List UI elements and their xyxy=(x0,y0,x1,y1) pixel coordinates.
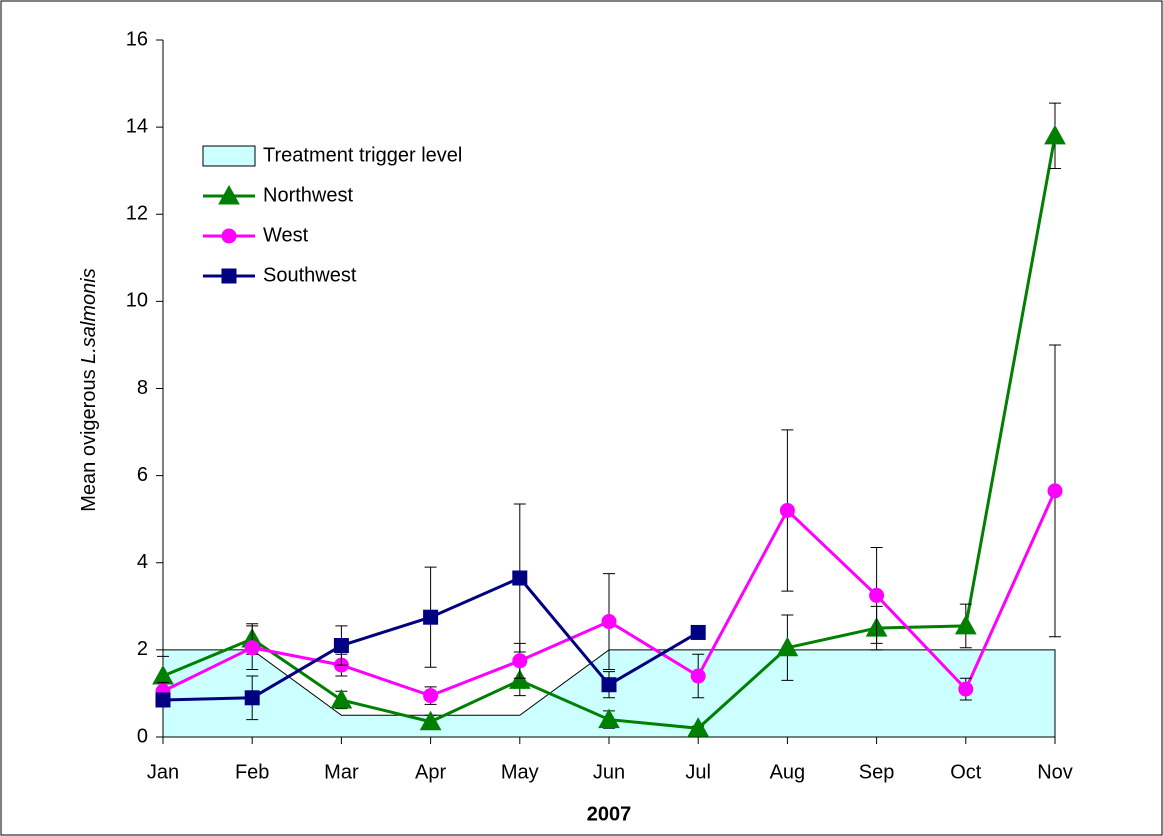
y-tick-label: 16 xyxy=(126,28,148,50)
data-point xyxy=(869,587,885,603)
x-axis-label: 2007 xyxy=(587,803,632,825)
data-point xyxy=(512,653,528,669)
y-tick-label: 6 xyxy=(137,464,148,486)
data-point xyxy=(958,681,974,697)
data-point xyxy=(423,609,439,625)
x-tick-label: Jul xyxy=(685,761,711,783)
y-tick-label: 14 xyxy=(126,115,148,137)
data-point xyxy=(244,690,260,706)
data-point xyxy=(601,614,617,630)
data-point xyxy=(1044,124,1066,145)
data-point xyxy=(598,708,620,729)
y-tick-label: 0 xyxy=(137,725,148,747)
x-tick-label: Nov xyxy=(1037,761,1073,783)
x-tick-label: Mar xyxy=(324,761,359,783)
y-tick-label: 12 xyxy=(126,203,148,225)
data-point xyxy=(423,688,439,704)
x-tick-label: Feb xyxy=(235,761,269,783)
x-tick-label: Oct xyxy=(950,761,982,783)
data-point xyxy=(776,636,799,657)
data-point xyxy=(690,668,706,684)
y-axis-label-italic: L.salmonis xyxy=(78,268,100,364)
legend-label: Southwest xyxy=(263,264,357,286)
x-tick-label: Aug xyxy=(770,761,806,783)
data-point xyxy=(601,677,617,693)
x-tick-label: Jun xyxy=(593,761,625,783)
legend-marker xyxy=(221,228,237,244)
legend-label: Treatment trigger level xyxy=(263,144,462,166)
legend-label: Northwest xyxy=(263,184,353,206)
legend-label: West xyxy=(263,224,309,246)
y-tick-label: 2 xyxy=(137,638,148,660)
data-point xyxy=(779,502,795,518)
data-point xyxy=(1047,483,1063,499)
data-point xyxy=(155,692,171,708)
legend-swatch xyxy=(202,145,256,167)
legend-marker xyxy=(221,268,237,284)
data-point xyxy=(690,624,706,640)
y-tick-label: 8 xyxy=(137,377,148,399)
y-axis-label: Mean ovigerous L.salmonis xyxy=(78,268,100,511)
x-tick-label: Sep xyxy=(859,761,895,783)
x-tick-label: Apr xyxy=(415,761,446,783)
data-point xyxy=(508,669,531,689)
y-tick-label: 10 xyxy=(126,290,148,312)
data-point xyxy=(687,717,710,737)
data-point xyxy=(954,614,977,635)
data-point xyxy=(333,638,349,654)
legend-marker xyxy=(218,184,240,205)
data-point xyxy=(512,570,528,586)
data-point xyxy=(244,640,260,656)
x-tick-label: May xyxy=(501,761,539,783)
data-point xyxy=(330,688,353,709)
y-axis-label-text: Mean ovigerous xyxy=(78,369,100,511)
data-point xyxy=(419,710,442,731)
x-tick-label: Jan xyxy=(147,761,179,783)
y-tick-label: 4 xyxy=(137,551,148,573)
